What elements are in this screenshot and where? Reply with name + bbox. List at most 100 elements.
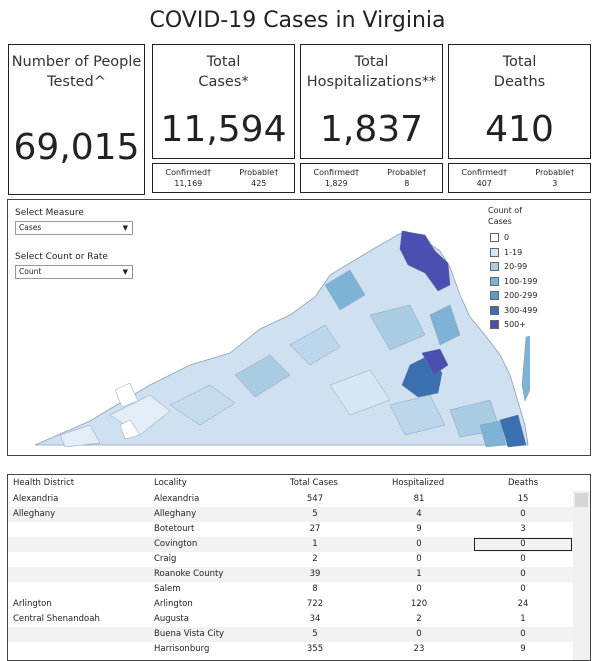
- cell-hospitalized: 2: [416, 614, 422, 624]
- cell-deaths: 0: [520, 554, 526, 564]
- chevron-down-icon: ▼: [122, 224, 128, 232]
- cell-hospitalized: 0: [416, 554, 422, 564]
- cell-total-cases: 27: [309, 524, 321, 534]
- legend-label: 200-299: [504, 291, 538, 300]
- cell-hospitalized: 120: [410, 599, 428, 609]
- cases-value: 11,594: [160, 109, 287, 150]
- count-rate-label: Select Count or Rate: [15, 252, 108, 262]
- county-shape: [59, 424, 101, 448]
- county-shape: [234, 354, 291, 398]
- hospitalizations-value: 1,837: [319, 109, 424, 150]
- county-shape: [119, 419, 141, 440]
- measure-select-value: Cases: [19, 223, 42, 232]
- header-district[interactable]: Health District: [13, 478, 75, 488]
- table-row[interactable]: Botetourt 27 9 3: [8, 522, 573, 537]
- header-locality[interactable]: Locality: [154, 478, 187, 488]
- cell-district: Central Shenandoah: [13, 614, 100, 624]
- cell-district: Alleghany: [13, 509, 56, 519]
- deaths-breakdown: Confirmed† 407 Probable† 3: [448, 163, 591, 193]
- cell-locality: Arlington: [154, 599, 193, 609]
- data-table: Health District Locality Total Cases Hos…: [7, 474, 591, 661]
- cell-deaths: 24: [517, 599, 529, 609]
- table-row[interactable]: Central Shenandoah Augusta 34 2 1: [8, 612, 573, 627]
- table-row[interactable]: Buena Vista City 5 0 0: [8, 627, 573, 642]
- cases-probable-value: 425: [251, 179, 267, 188]
- cell-locality: Augusta: [154, 614, 189, 624]
- county-shape: [421, 348, 449, 376]
- table-header: Health District Locality Total Cases Hos…: [8, 475, 590, 491]
- table-row[interactable]: Alexandria Alexandria 547 81 15: [8, 492, 573, 507]
- chevron-down-icon: ▼: [122, 268, 128, 276]
- cell-total-cases: 34: [309, 614, 321, 624]
- legend-swatch: [490, 247, 499, 257]
- cell-hospitalized: 9: [416, 524, 422, 534]
- table-row[interactable]: Harrisonburg 355 23 9: [8, 642, 573, 657]
- cell-hospitalized: 4: [416, 509, 422, 519]
- county-shape: [169, 384, 236, 426]
- legend-label: 1-19: [504, 247, 523, 257]
- deaths-card: Total Deaths 410: [448, 44, 591, 159]
- cell-deaths: 0: [520, 584, 526, 594]
- deaths-confirmed-label: Confirmed†: [461, 168, 508, 177]
- cell-district: Alexandria: [13, 494, 59, 504]
- cell-total-cases: 5: [312, 629, 318, 639]
- legend-swatch: [490, 276, 499, 286]
- cell-locality: Salem: [154, 584, 181, 594]
- hospitalizations-confirmed-value: 1,829: [324, 179, 348, 188]
- cell-locality: Alexandria: [154, 494, 200, 504]
- table-row[interactable]: Roanoke County 39 1 0: [8, 567, 573, 582]
- count-rate-select[interactable]: Count ▼: [15, 265, 133, 279]
- legend-label: 500+: [504, 320, 526, 329]
- table-scrollbar[interactable]: [573, 491, 590, 660]
- cell-total-cases: 547: [306, 494, 324, 504]
- county-shape: [479, 420, 507, 448]
- legend-title: Count of Cases: [488, 206, 523, 226]
- table-row[interactable]: Covington 1 0 0: [8, 537, 573, 552]
- map-panel: Select Measure Cases ▼ Select Count or R…: [7, 199, 591, 456]
- page-title: COVID-19 Cases in Virginia: [149, 8, 446, 33]
- tested-value: 69,015: [13, 127, 140, 168]
- table-row[interactable]: Salem 8 0 0: [8, 582, 573, 597]
- cell-deaths: 3: [520, 524, 526, 534]
- cell-total-cases: 39: [309, 569, 321, 579]
- hospitalizations-label: Total Hospitalizations**: [306, 54, 437, 90]
- deaths-probable: Probable† 3: [520, 167, 591, 189]
- cases-breakdown: Confirmed† 11,169 Probable† 425: [152, 163, 295, 193]
- table-row[interactable]: Arlington Arlington 722 120 24: [8, 597, 573, 612]
- cell-total-cases: 1: [312, 539, 318, 549]
- legend-swatch: [490, 291, 499, 300]
- county-shape: [499, 414, 527, 448]
- county-shape: [429, 304, 461, 346]
- cell-locality: Botetourt: [154, 524, 195, 534]
- virginia-state-shape: [34, 230, 529, 446]
- cases-probable: Probable† 425: [224, 167, 295, 189]
- virginia-county-map[interactable]: [30, 225, 530, 450]
- table-row[interactable]: Alleghany Alleghany 5 4 0: [8, 507, 573, 522]
- county-shape: [389, 394, 446, 436]
- deaths-probable-label: Probable†: [535, 168, 575, 177]
- hospitalizations-probable-value: 8: [404, 179, 410, 188]
- table-row[interactable]: Craig 2 0 0: [8, 552, 573, 567]
- county-shape: [324, 269, 366, 311]
- cell-total-cases: 8: [312, 584, 318, 594]
- legend-label: 0: [504, 233, 510, 242]
- cases-confirmed: Confirmed† 11,169: [153, 167, 224, 189]
- cell-locality: Harrisonburg: [154, 644, 210, 654]
- deaths-probable-value: 3: [552, 179, 558, 188]
- deaths-value: 410: [485, 109, 554, 150]
- county-shape: [369, 304, 426, 351]
- cell-locality: Craig: [154, 554, 177, 564]
- cell-locality: Roanoke County: [154, 569, 224, 579]
- cell-deaths: 0: [520, 539, 526, 549]
- cases-confirmed-value: 11,169: [174, 179, 203, 188]
- measure-select[interactable]: Cases ▼: [15, 221, 133, 235]
- header-total-cases[interactable]: Total Cases: [290, 478, 338, 488]
- hospitalizations-probable-label: Probable†: [387, 168, 427, 177]
- measure-label: Select Measure: [15, 208, 84, 218]
- cell-district: Arlington: [13, 599, 52, 609]
- header-deaths[interactable]: Deaths: [508, 478, 539, 488]
- cell-hospitalized: 1: [416, 569, 422, 579]
- cell-deaths: 0: [520, 569, 526, 579]
- scrollbar-thumb[interactable]: [575, 493, 588, 507]
- header-hospitalized[interactable]: Hospitalized: [392, 478, 445, 488]
